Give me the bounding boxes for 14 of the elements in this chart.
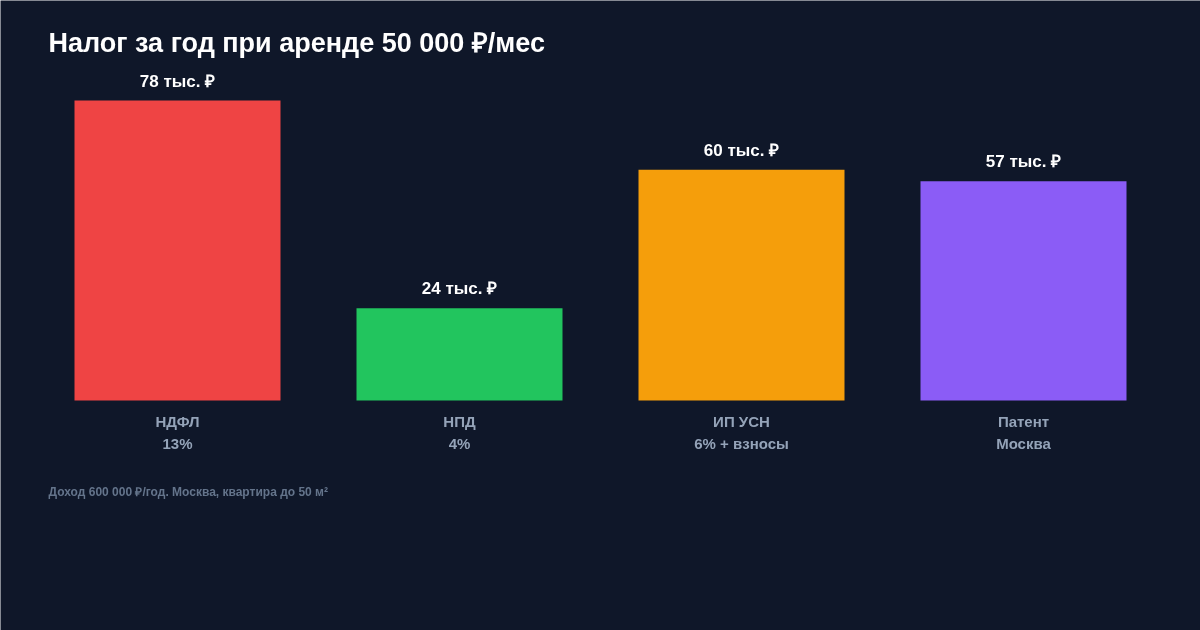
bar — [74, 100, 281, 401]
x-tick-label: НДФЛ 13% — [155, 412, 200, 453]
data-label: 60 тыс. ₽ — [703, 140, 780, 160]
bar — [638, 169, 845, 401]
bar — [920, 181, 1127, 401]
x-tick-label: Патент Москва — [996, 412, 1052, 453]
text: Доход 600 000 ₽/год. Москва, квартира до 50 м² — [48, 484, 328, 499]
x-tick-label: ИП УСН 6% + взносы — [694, 412, 789, 453]
x-tick-label: НПД 4% — [443, 412, 476, 453]
data-label: 78 тыс. ₽ — [139, 71, 216, 91]
bar — [356, 308, 563, 401]
chart-title: Налог за год при аренде 50 000 ₽/мес — [48, 27, 545, 58]
data-label: 57 тыс. ₽ — [985, 152, 1062, 172]
data-label: 24 тыс. ₽ — [421, 279, 498, 299]
